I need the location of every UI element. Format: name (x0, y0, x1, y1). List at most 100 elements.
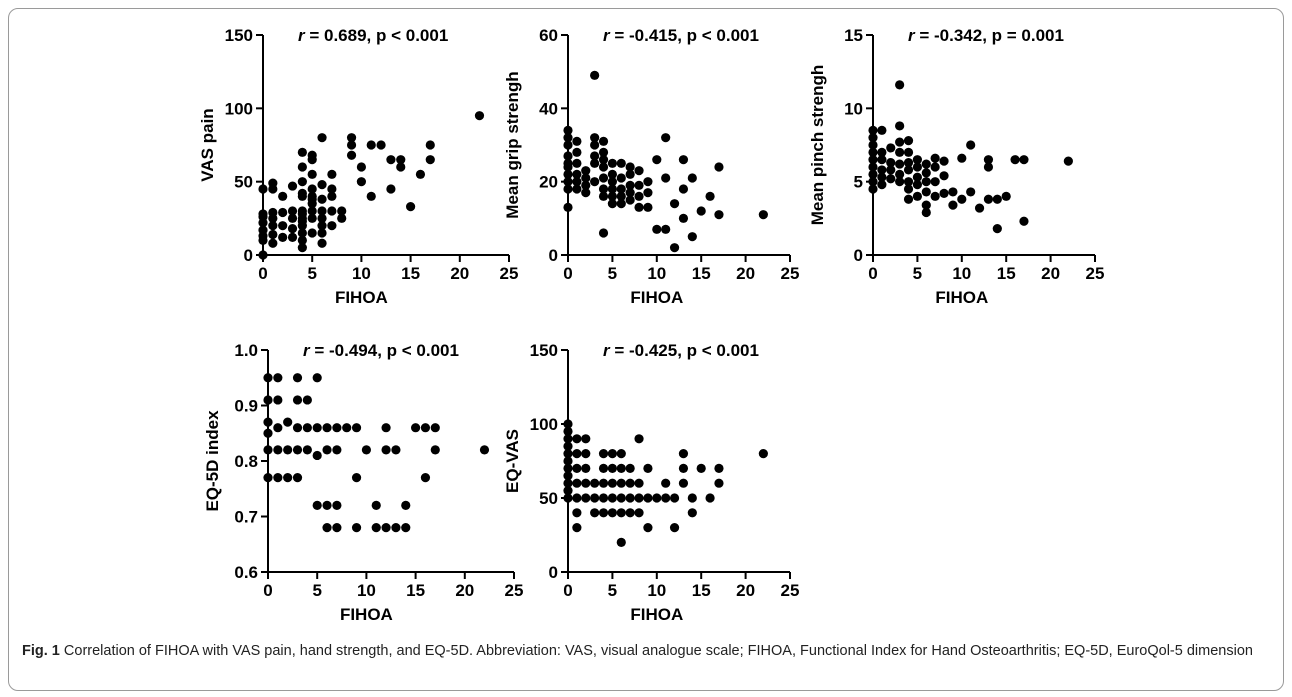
data-point (921, 168, 931, 178)
data-point (297, 206, 307, 216)
data-point (307, 206, 317, 216)
data-point (886, 174, 896, 184)
data-point (598, 191, 609, 201)
data-point (714, 478, 724, 488)
data-point (590, 151, 600, 161)
data-point (317, 206, 327, 216)
data-point (903, 158, 914, 168)
data-point (652, 493, 662, 503)
data-point (616, 508, 626, 518)
data-point (598, 449, 609, 459)
data-point (376, 140, 386, 150)
data-point (903, 194, 914, 204)
x-tick-label: 20 (736, 264, 755, 283)
data-point (563, 158, 573, 168)
y-axis-title: EQ-VAS (503, 429, 522, 493)
data-point (643, 188, 653, 198)
data-point (572, 434, 582, 444)
data-point (563, 478, 573, 488)
data-point (886, 143, 896, 153)
data-point (625, 508, 635, 518)
data-point (563, 177, 573, 187)
data-point (903, 136, 914, 146)
x-tick-label: 0 (563, 264, 572, 283)
data-point (661, 224, 671, 234)
data-point (939, 188, 949, 198)
data-point (563, 463, 573, 473)
data-point (317, 180, 327, 190)
data-point (273, 395, 283, 405)
chart-panel-1: 0 50 100 150 0 5 10 15 20 25 FIHOA VAS pain r = 0.68… (198, 26, 518, 307)
data-point (598, 493, 609, 503)
data-point (307, 213, 317, 223)
data-point (406, 202, 416, 212)
data-point (581, 180, 591, 190)
data-point (921, 200, 931, 210)
y-tick-label: 0 (854, 246, 863, 265)
data-point (581, 434, 591, 444)
data-point (572, 478, 582, 488)
correlation-annotation: r = -0.494, p < 0.001 (303, 341, 459, 360)
data-point (939, 171, 949, 181)
correlation-annotation: r = -0.342, p = 0.001 (908, 26, 1064, 45)
data-point (921, 207, 931, 218)
data-point (607, 508, 618, 518)
x-tick-label: 15 (406, 581, 425, 600)
y-axis-title: Mean grip strengh (503, 71, 522, 218)
data-point (930, 162, 940, 172)
y-tick-label: 0 (549, 563, 558, 582)
data-point (652, 224, 662, 234)
data-point (895, 169, 905, 179)
data-point (302, 423, 312, 433)
data-point (895, 121, 905, 131)
data-point (563, 493, 573, 503)
x-axis-title: FIHOA (630, 605, 683, 624)
data-point (616, 463, 626, 473)
data-point (598, 228, 609, 238)
data-point (563, 419, 573, 429)
y-tick-label: 0.9 (234, 397, 258, 416)
data-point (278, 191, 288, 201)
y-tick-label: 100 (225, 99, 253, 118)
data-point (292, 423, 303, 433)
data-point (616, 173, 626, 183)
data-point (297, 177, 307, 187)
data-point (903, 184, 914, 194)
data-point (678, 463, 689, 473)
data-point (1019, 155, 1029, 165)
data-point (283, 473, 293, 483)
x-tick-label: 15 (692, 581, 711, 600)
data-point (661, 173, 671, 183)
data-point (877, 155, 887, 165)
data-point (386, 155, 396, 165)
data-point (356, 177, 366, 187)
y-tick-label: 15 (844, 26, 863, 45)
data-point (957, 194, 967, 204)
data-point (616, 199, 626, 209)
data-point (572, 493, 582, 503)
data-point (634, 191, 644, 201)
data-point (351, 423, 362, 433)
data-point (895, 159, 905, 169)
data-point (616, 537, 626, 548)
data-point (278, 232, 288, 242)
data-point (371, 500, 381, 510)
data-point (346, 150, 357, 160)
data-point (396, 162, 406, 172)
data-point (563, 434, 573, 444)
data-point (332, 423, 342, 433)
y-tick-label: 100 (530, 415, 558, 434)
data-point (479, 445, 490, 455)
data-point (351, 473, 362, 483)
data-point (966, 140, 976, 150)
data-point (425, 140, 435, 150)
data-point (868, 125, 878, 135)
data-point (661, 133, 671, 143)
data-point (263, 417, 273, 427)
data-point (669, 523, 680, 533)
data-point (312, 373, 322, 383)
data-point (268, 238, 278, 248)
data-point (948, 200, 958, 210)
data-point (895, 137, 905, 147)
data-point (877, 125, 887, 135)
